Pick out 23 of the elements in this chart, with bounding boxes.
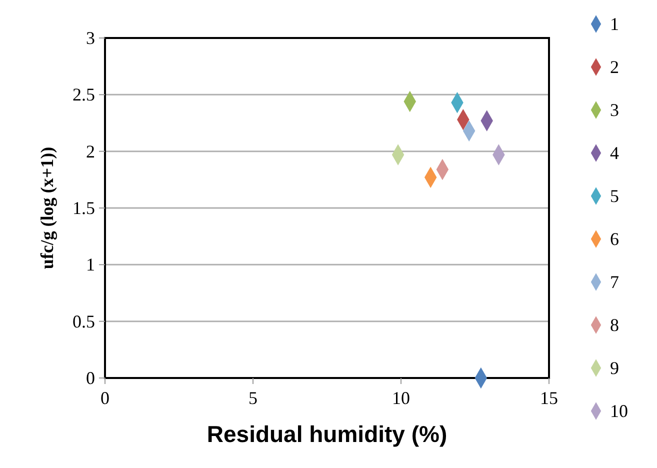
legend-label: 9 <box>610 358 619 378</box>
legend-label: 3 <box>610 100 619 120</box>
x-tick-label: 10 <box>392 388 410 408</box>
legend-label: 7 <box>610 272 619 292</box>
legend-label: 4 <box>610 143 619 163</box>
y-axis-title: ufc/g (log (x+1)) <box>37 146 57 270</box>
legend-label: 6 <box>610 229 619 249</box>
legend-label: 2 <box>610 57 619 77</box>
legend-label: 8 <box>610 315 619 335</box>
legend-label: 1 <box>610 14 619 34</box>
legend-label: 10 <box>610 401 628 421</box>
y-tick-label: 2.5 <box>72 84 95 105</box>
x-tick-label: 15 <box>540 388 558 408</box>
y-tick-label: 1 <box>86 254 95 275</box>
y-tick-label: 3 <box>86 28 95 48</box>
legend-label: 5 <box>610 186 619 206</box>
y-tick-label: 2 <box>86 141 95 162</box>
x-tick-label: 0 <box>100 388 110 408</box>
x-axis-title: Residual humidity (%) <box>206 421 448 447</box>
y-tick-label: 1.5 <box>72 198 95 218</box>
y-tick-label: 0 <box>86 368 95 388</box>
x-tick-label: 5 <box>248 388 258 408</box>
y-tick-label: 0.5 <box>72 311 95 332</box>
